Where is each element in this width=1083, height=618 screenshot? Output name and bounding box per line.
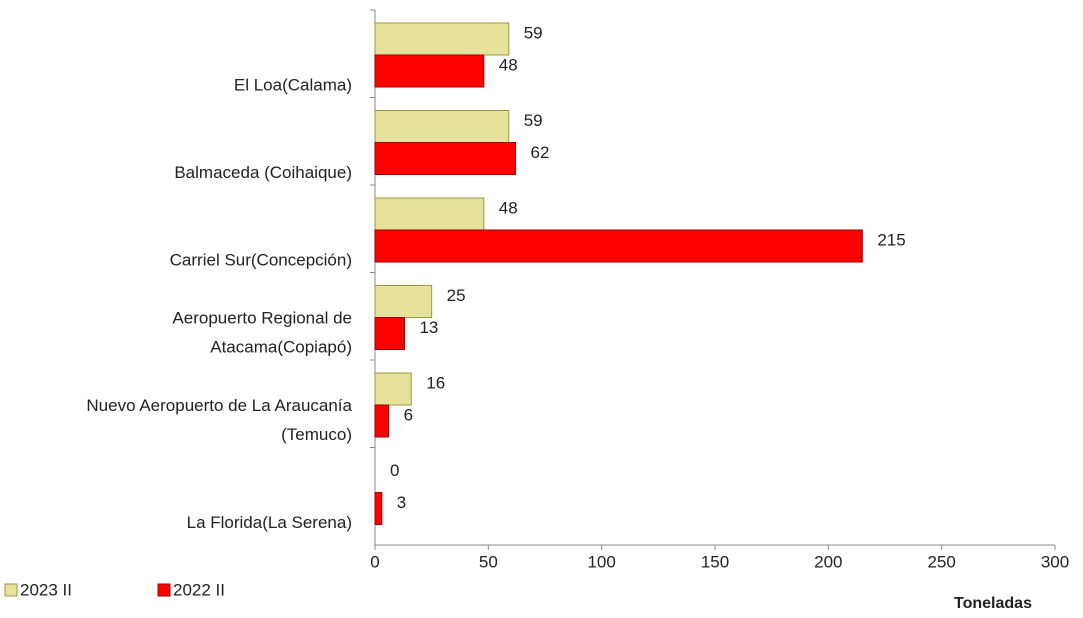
bar bbox=[374, 317, 405, 350]
x-tick-label: 250 bbox=[927, 552, 955, 571]
bar bbox=[374, 22, 510, 56]
x-tick-label: 300 bbox=[1041, 552, 1069, 571]
x-tick-label: 100 bbox=[587, 552, 615, 571]
y-tick-label: La Florida(La Serena) bbox=[187, 513, 352, 532]
data-label: 48 bbox=[499, 55, 518, 74]
data-label: 215 bbox=[877, 230, 905, 249]
y-tick-label: El Loa(Calama) bbox=[234, 75, 352, 94]
x-axis-label: Toneladas bbox=[954, 595, 1032, 612]
bar bbox=[374, 372, 412, 406]
bar bbox=[374, 404, 390, 438]
legend-label: 2022 II bbox=[173, 580, 225, 599]
y-tick-label: Carriel Sur(Concepción) bbox=[170, 250, 352, 269]
bar bbox=[374, 229, 863, 263]
y-tick-label: Balmaceda (Coihaique) bbox=[174, 163, 352, 182]
x-tick-label: 50 bbox=[479, 552, 498, 571]
y-tick-label: Aeropuerto Regional de Atacama(Copiapó) bbox=[172, 309, 352, 357]
data-label: 16 bbox=[426, 373, 445, 392]
data-label: 59 bbox=[524, 111, 543, 130]
data-label: 3 bbox=[397, 493, 406, 512]
x-tick-label: 0 bbox=[370, 552, 379, 571]
bar bbox=[374, 54, 485, 88]
bar bbox=[374, 492, 383, 525]
data-label: 0 bbox=[390, 461, 399, 480]
y-tick-label: Nuevo Aeropuerto de La Araucanía (Temuco) bbox=[86, 396, 352, 444]
data-label: 48 bbox=[499, 198, 518, 217]
bar bbox=[374, 285, 433, 318]
data-label: 6 bbox=[404, 405, 413, 424]
data-label: 59 bbox=[524, 23, 543, 42]
legend-swatch bbox=[157, 583, 171, 597]
bar bbox=[374, 110, 510, 143]
bar bbox=[374, 142, 517, 175]
x-tick-label: 150 bbox=[701, 552, 729, 571]
data-label: 13 bbox=[419, 318, 438, 337]
legend-swatch bbox=[4, 583, 18, 597]
data-label: 25 bbox=[447, 286, 466, 305]
bar bbox=[374, 197, 485, 231]
legend-label: 2023 II bbox=[20, 580, 72, 599]
x-tick-label: 200 bbox=[814, 552, 842, 571]
data-label: 62 bbox=[531, 143, 550, 162]
